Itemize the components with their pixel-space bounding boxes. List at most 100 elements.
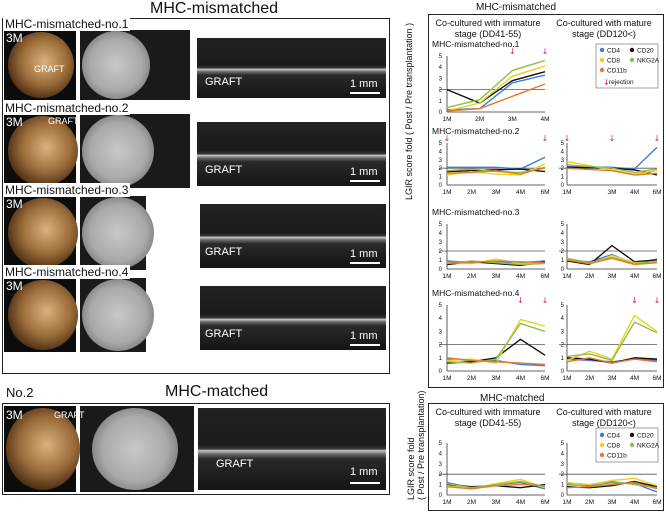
y-tick-label: 2 bbox=[561, 343, 565, 349]
scale-bar bbox=[350, 92, 380, 94]
scale-label: 1 mm bbox=[350, 330, 378, 342]
x-tick-label: 3M bbox=[491, 189, 500, 196]
fundus-af-disc bbox=[82, 279, 154, 351]
y-tick-label: 3 bbox=[561, 158, 565, 164]
series-line-cd4 bbox=[447, 156, 546, 170]
y-tick-label: 0 bbox=[439, 183, 443, 189]
series-line-nkg2a bbox=[446, 167, 546, 174]
y-tick-label: 3 bbox=[439, 329, 443, 335]
legend-box-matched bbox=[595, 427, 659, 463]
y-tick-label: 1 bbox=[561, 258, 565, 264]
y-tick-label: 0 bbox=[561, 267, 565, 273]
series-line-cd11b bbox=[566, 481, 658, 490]
y-tick-label: 0 bbox=[439, 110, 443, 116]
scale-bar bbox=[350, 180, 380, 182]
y-tick-label: 4 bbox=[561, 451, 565, 457]
x-tick-label: 2M bbox=[467, 499, 476, 506]
x-tick-label: 6M bbox=[540, 189, 549, 196]
scale-label: 1 mm bbox=[350, 78, 378, 90]
y-tick-label: 5 bbox=[561, 441, 565, 447]
oct-graft-label: GRAFT bbox=[205, 328, 243, 340]
y-tick-label: 3 bbox=[561, 462, 565, 468]
series-line-cd20 bbox=[566, 244, 658, 266]
series-line-cd8 bbox=[446, 258, 546, 265]
legend-label: rejection bbox=[609, 79, 634, 86]
col-mature-header-matched: Co-cultured with mature stage (DD120<) bbox=[556, 407, 652, 428]
x-tick-label: 1M bbox=[442, 375, 451, 382]
oct-graft-label: GRAFT bbox=[216, 458, 254, 470]
legend-matched-label: CD20 bbox=[637, 433, 654, 440]
rejection-marker: ↓ bbox=[609, 134, 616, 143]
chart-row-label: MHC-mismatched-no.1 bbox=[432, 39, 520, 49]
x-tick-label: 4M bbox=[516, 375, 525, 382]
rejection-marker: ↓ bbox=[542, 296, 549, 305]
rejection-marker: ↓ bbox=[654, 134, 661, 143]
series-line-cd11b bbox=[566, 167, 658, 176]
legend-label: CD4 bbox=[607, 48, 620, 55]
x-tick-label: 4M bbox=[540, 116, 549, 123]
y-tick-label: 4 bbox=[439, 149, 443, 155]
x-tick-label: 4M bbox=[516, 499, 525, 506]
y-tick-label: 5 bbox=[439, 141, 443, 147]
fundus-disc bbox=[6, 408, 80, 490]
y-tick-label: 4 bbox=[439, 451, 443, 457]
y-tick-label: 1 bbox=[439, 99, 443, 105]
x-tick-label: 3M bbox=[491, 375, 500, 382]
scale-label: 1 mm bbox=[350, 248, 378, 260]
month-label: 3M bbox=[6, 197, 23, 211]
y-tick-label: 4 bbox=[561, 149, 565, 155]
series-line-nkg2a bbox=[566, 256, 658, 265]
x-tick-label: 4M bbox=[516, 189, 525, 196]
x-tick-label: 6M bbox=[652, 273, 661, 280]
legend-matched-swatch bbox=[599, 452, 605, 458]
legend-rejection-swatch: ↓ bbox=[603, 78, 610, 87]
y-tick-label: 5 bbox=[439, 441, 443, 447]
scale-bar bbox=[350, 482, 380, 484]
x-tick-label: 6M bbox=[540, 273, 549, 280]
x-tick-label: 3M bbox=[607, 189, 616, 196]
series-line-nkg2a bbox=[566, 321, 658, 362]
scale-bar bbox=[350, 344, 380, 346]
legend-swatch bbox=[629, 47, 635, 53]
y-tick-label: 2 bbox=[439, 88, 443, 94]
legend-matched-label: CD4 bbox=[607, 433, 620, 440]
col-immature-header-matched: Co-cultured with immature stage (DD41-55) bbox=[435, 407, 541, 428]
legend-matched-swatch bbox=[629, 432, 635, 438]
x-tick-label: 3M bbox=[491, 499, 500, 506]
row-label: MHC-mismatched-no.2 bbox=[3, 101, 131, 115]
legend-matched-label: NKG2A bbox=[637, 443, 660, 450]
oct-scan bbox=[197, 38, 386, 98]
mismatched-image-panel bbox=[2, 18, 390, 374]
y-tick-label: 0 bbox=[561, 493, 565, 499]
x-tick-label: 1M bbox=[442, 189, 451, 196]
y-tick-label: 4 bbox=[561, 231, 565, 237]
x-tick-label: 4M bbox=[630, 375, 639, 382]
y-tick-label: 2 bbox=[439, 472, 443, 478]
series-line-cd11b bbox=[446, 83, 546, 112]
y-tick-label: 1 bbox=[561, 175, 565, 181]
y-tick-label: 1 bbox=[439, 258, 443, 264]
matched-image-panel bbox=[2, 403, 390, 495]
legend-label: CD20 bbox=[637, 48, 654, 55]
x-tick-label: 2M bbox=[467, 189, 476, 196]
oct-scan bbox=[198, 408, 386, 490]
legend-swatch bbox=[599, 67, 605, 73]
x-tick-label: 2M bbox=[467, 375, 476, 382]
matched-title: MHC-matched bbox=[165, 383, 269, 400]
x-tick-label: 6M bbox=[652, 499, 661, 506]
month-label: 3M bbox=[6, 408, 23, 422]
legend-swatch bbox=[629, 57, 635, 63]
legend-swatch bbox=[599, 47, 605, 53]
x-tick-label: 1M bbox=[562, 189, 571, 196]
rejection-marker: ↓ bbox=[564, 134, 571, 143]
x-tick-label: 2M bbox=[467, 273, 476, 280]
legend-matched-swatch bbox=[599, 442, 605, 448]
series-line-cd11b bbox=[446, 483, 546, 490]
legend-box bbox=[595, 43, 659, 89]
graft-label: GRAFT bbox=[34, 64, 65, 74]
x-tick-label: 2M bbox=[585, 499, 594, 506]
y-tick-label: 4 bbox=[561, 316, 565, 322]
y-tick-label: 3 bbox=[439, 76, 443, 82]
graft-label: GRAFT bbox=[54, 410, 85, 420]
